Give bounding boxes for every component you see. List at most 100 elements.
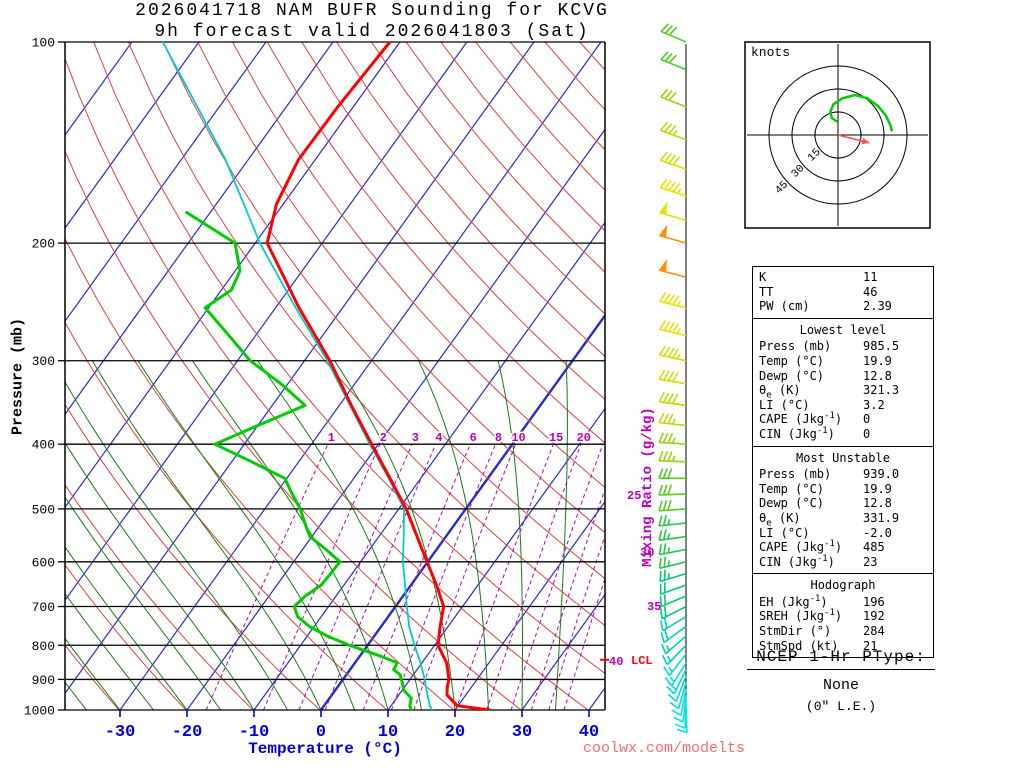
pressure-tick-label: 700 [32,600,55,615]
mixing-ratio-lines [205,443,605,710]
mixing-ratio-label: 2 [380,431,387,445]
storm-motion-arrowhead [861,137,870,145]
stats-section-most-unstable: Most Unstable Press (mb) 939.0 Temp (°C) 19.… [753,445,933,574]
temperature-axis-label: Temperature (°C) [248,740,402,758]
wind-barb [658,543,687,556]
mixing-ratio-labels: 1 2 3 4 6 8 10 15 20 25 30 35 40 [326,429,663,670]
ptype-panel: NCEP 1-Hr PType: None (0" L.E.) [747,648,935,714]
stat-row-e: θe (K) 321.3 [759,383,927,401]
pressure-lines [58,41,605,711]
wind-barb [663,653,687,676]
mixing-ratio-axis-label: Mixing Ratio (g/kg) [640,407,656,567]
ptype-value: None [822,677,859,694]
stat-row-stmdir: StmDir (°) 284 [759,624,927,639]
wind-barb [660,23,687,43]
stat-label: LI (°C) [759,525,810,540]
wind-barb [658,412,687,427]
stat-label: Press (mb) [759,339,832,354]
watermark-link[interactable]: coolwx.com/modelts [582,740,745,757]
wind-barb [660,616,687,632]
pressure-tick-label: 300 [32,354,55,369]
pressure-tick-label: 1000 [24,704,55,719]
pressure-tick-label: 400 [32,438,55,453]
wind-barb [660,51,687,71]
temperature-profile [265,42,492,710]
wind-barb [659,556,687,570]
stats-section-indices: K 11 TT 46 PW (cm) 2.39 [753,267,933,318]
stat-label: Dewp (°C) [759,368,825,383]
wind-barb [658,484,687,496]
hodograph-trace [829,93,893,132]
lcl-marker: LCL [600,654,653,668]
temperature-tick-label: 10 [378,723,398,742]
wind-barb [658,345,687,362]
stat-label: CIN (Jkg-1) [759,553,835,569]
stat-row-cape: CAPE (Jkg-1) 0 [759,412,927,427]
stat-value: 0 [863,412,871,427]
stat-label: θe (K) [759,383,801,401]
ptype-note: (0" L.E.) [805,699,877,714]
wind-barb [667,675,687,703]
pressure-tick-label: 200 [32,237,55,252]
stat-value: 985.5 [863,339,900,354]
mixing-ratio-label: 10 [511,431,525,445]
stat-label: SREH (Jkg-1) [759,608,843,624]
stat-row-sreh: SREH (Jkg-1) 192 [759,609,927,624]
wind-barb [661,635,687,655]
wind-barb [675,701,687,729]
hodograph-units-label: knots [751,45,791,60]
mixing-ratio-label: 35 [647,600,661,614]
stat-value: 0 [863,426,871,441]
wind-barb [659,569,687,583]
stat-value: 331.9 [863,510,900,525]
stat-value: -2.0 [863,525,892,540]
stat-value: 11 [863,270,878,284]
stat-row-tt: TT 46 [759,285,927,300]
isotherms [65,42,605,710]
stats-section-header: Hodograph [810,578,876,593]
pressure-tick-label: 500 [32,502,55,517]
wind-barb [658,468,686,480]
stat-value: 12.8 [863,496,892,511]
stat-label: EH (Jkg-1) [759,593,828,609]
wind-barb [659,605,687,620]
dewpoint-profile [185,211,413,710]
stat-value: 2.39 [863,299,892,314]
stats-section-lowest-level: Lowest level Press (mb) 985.5 Temp (°C) 19.9… [753,317,933,446]
wind-barb [658,432,687,445]
wind-barb [660,121,687,141]
temperature-tick-label: 0 [316,723,326,742]
mixing-ratio-label: 6 [470,431,477,445]
dry-adiabats [65,42,605,710]
wind-barb [660,625,687,644]
pressure-tick-labels: 100 200 300 400 500 600 700 800 900 1000 [24,36,55,719]
mixing-ratio-label: 30 [640,546,654,560]
stat-label: PW (cm) [759,299,810,314]
temperature-tick-label: -30 [105,723,136,742]
stat-row-press: Press (mb) 985.5 [759,339,927,354]
wind-barb [661,644,687,666]
stat-row-e: θe (K) 331.9 [759,510,927,528]
mixing-ratio-label: 4 [435,431,442,445]
stats-section-header: Lowest level [799,322,887,337]
wind-barb [658,529,687,542]
wind-barb [659,292,687,309]
stat-row-cape: CAPE (Jkg-1) 485 [759,540,927,555]
stat-row-press: Press (mb) 939.0 [759,467,927,482]
mixing-ratio-label: 25 [627,489,641,503]
stat-row-li: LI (°C) -2.0 [759,526,927,541]
stat-label: Dewp (°C) [759,496,825,511]
wind-barb [658,201,687,222]
wind-barb [658,258,687,279]
sounding-profiles [161,42,492,710]
stat-label: K [759,270,767,284]
stat-row-dewp: Dewp (°C) 12.8 [759,369,927,384]
stats-panel: K 11 TT 46 PW (cm) 2.39 Lowest level Press (mb)… [752,266,934,659]
stat-row-stmspd: StmSpd (kt) 21 [759,639,927,654]
wind-barb [664,662,687,687]
stat-row-temp: Temp (°C) 19.9 [759,354,927,369]
temperature-tick-label: 40 [579,723,599,742]
pressure-tick-label: 600 [32,555,55,570]
